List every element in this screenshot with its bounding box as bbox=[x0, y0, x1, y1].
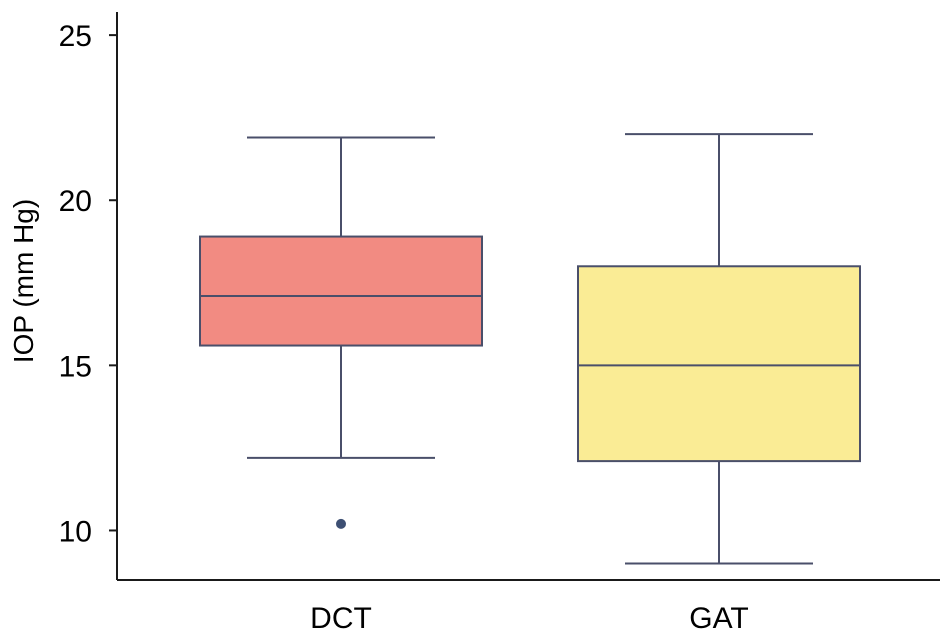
y-ticks: 10 15 20 25 bbox=[59, 20, 117, 548]
box-gat bbox=[577, 133, 861, 565]
x-category-labels: DCT GAT bbox=[310, 602, 749, 635]
y-axis-title: IOP (mm Hg) bbox=[8, 199, 39, 363]
x-category-label: DCT bbox=[310, 602, 372, 635]
iqr-box bbox=[199, 235, 483, 347]
x-category-label: GAT bbox=[689, 602, 748, 635]
y-tick-label: 10 bbox=[59, 515, 92, 548]
axes-layer bbox=[116, 12, 940, 581]
iqr-box bbox=[577, 265, 861, 463]
boxes-layer bbox=[199, 133, 861, 565]
y-tick-label: 15 bbox=[59, 350, 92, 383]
outlier-point bbox=[336, 518, 346, 529]
y-tick-label: 20 bbox=[59, 185, 92, 218]
y-tick-label: 25 bbox=[59, 20, 92, 53]
box-dct bbox=[199, 136, 483, 529]
